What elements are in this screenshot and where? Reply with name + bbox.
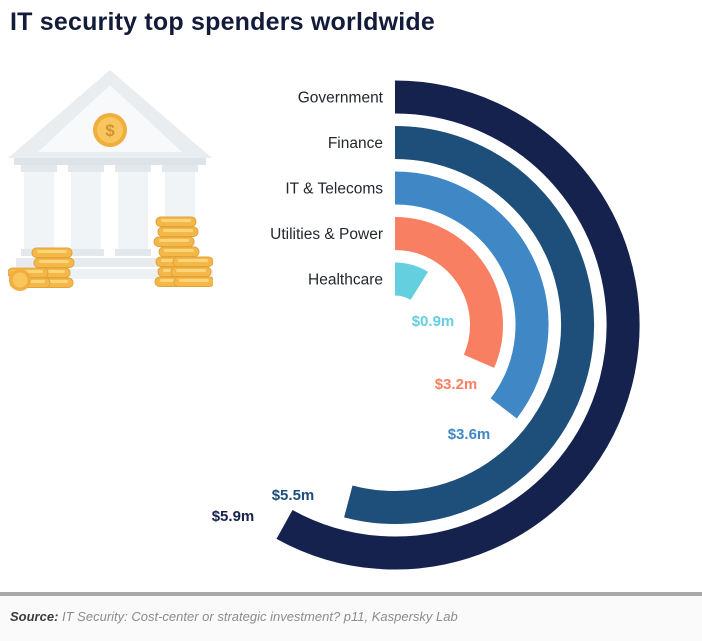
arc-utilities-power bbox=[394, 217, 503, 368]
category-label-government: Government bbox=[298, 90, 384, 107]
source-footer: Source: IT Security: Cost-center or stra… bbox=[0, 592, 702, 641]
source-text-line: Source: IT Security: Cost-center or stra… bbox=[10, 609, 458, 624]
arc-it-telecoms bbox=[394, 171, 549, 419]
source-text: IT Security: Cost-center or strategic in… bbox=[58, 609, 458, 624]
dollar-symbol: $ bbox=[105, 121, 115, 140]
dollar-coin-icon: $ bbox=[93, 113, 127, 147]
arc-finance bbox=[344, 126, 595, 524]
value-label-healthcare: $0.9m bbox=[412, 313, 455, 330]
category-label-healthcare: Healthcare bbox=[308, 272, 383, 289]
arc-healthcare bbox=[394, 262, 428, 301]
value-label-it-telecoms: $3.6m bbox=[448, 426, 491, 443]
arc-government bbox=[276, 80, 640, 570]
bank-illustration: $ bbox=[8, 70, 213, 291]
category-label-finance: Finance bbox=[328, 135, 383, 152]
value-label-finance: $5.5m bbox=[272, 487, 315, 504]
value-label-government: $5.9m bbox=[212, 508, 255, 525]
value-label-utilities-power: $3.2m bbox=[435, 376, 478, 393]
page-title: IT security top spenders worldwide bbox=[10, 8, 435, 36]
footer-divider bbox=[0, 592, 702, 596]
coin-stack-icon bbox=[8, 216, 213, 291]
source-label: Source: bbox=[10, 609, 59, 624]
category-label-it-telecoms: IT & Telecoms bbox=[285, 181, 383, 198]
category-label-utilities-power: Utilities & Power bbox=[270, 226, 383, 243]
